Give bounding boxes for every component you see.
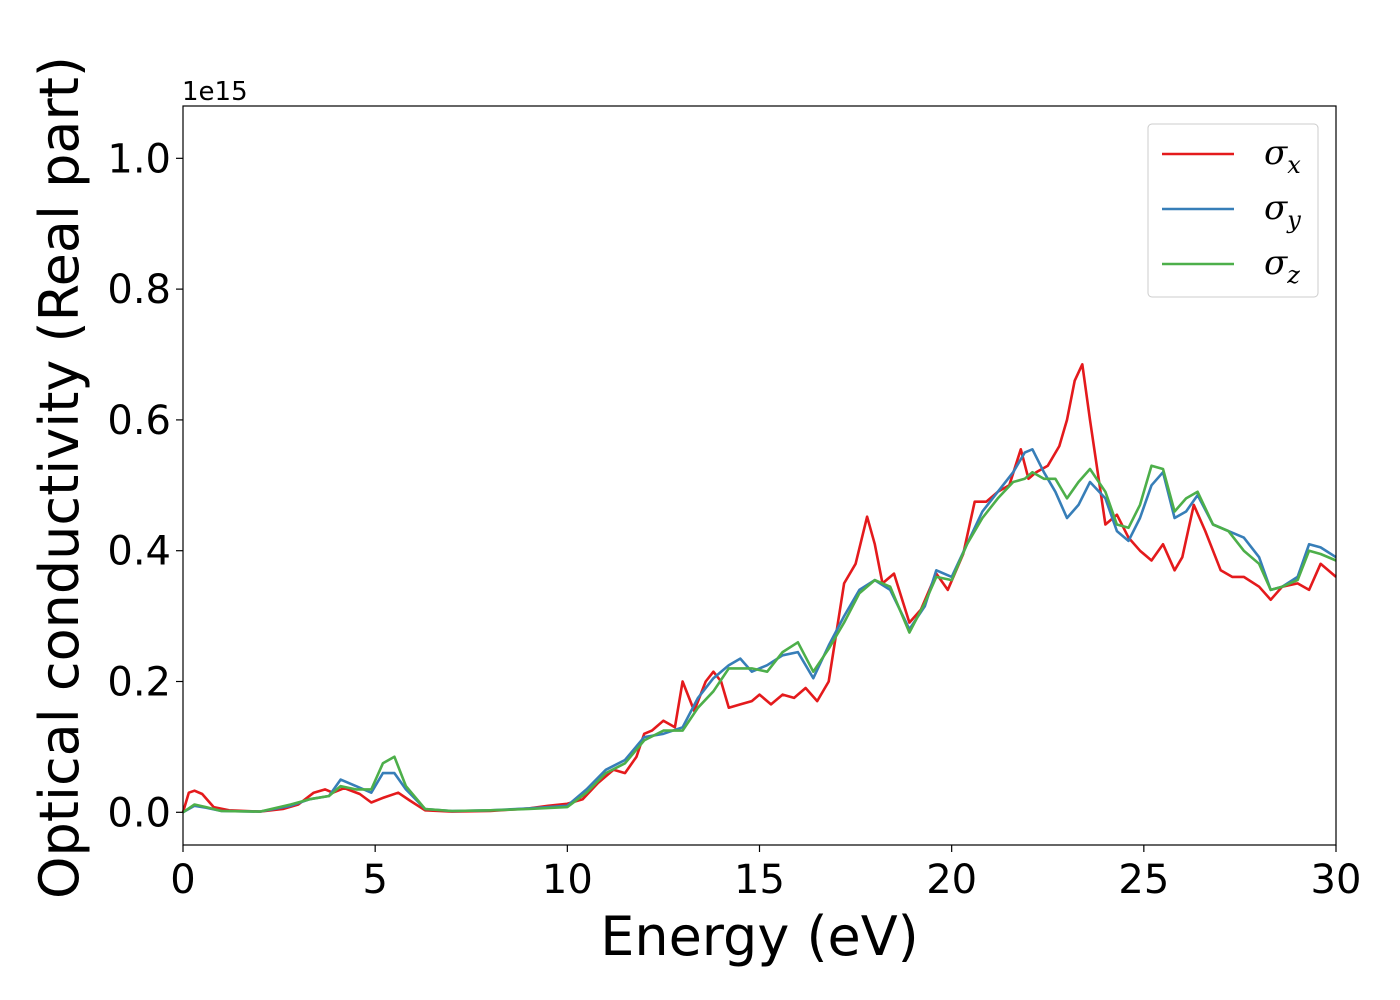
series-line-z: [182, 464, 1337, 814]
series-layer: [181, 362, 1337, 814]
series-line-y: [182, 447, 1337, 814]
x-tick-label: 25: [1118, 857, 1169, 903]
y-tick-label: 0.0: [107, 790, 171, 836]
x-tick-label: 10: [542, 857, 593, 903]
legend-box: [1147, 123, 1319, 298]
legend-label-z: σz: [1264, 243, 1300, 289]
legend: σx σy σz: [1147, 123, 1319, 298]
x-tick-label: 20: [926, 857, 977, 903]
legend-label-x: σx: [1264, 133, 1301, 179]
x-tick-label: 0: [170, 857, 195, 903]
x-axis-ticks: 0 5 10 15 20 25 30: [170, 845, 1361, 903]
y-tick-label: 0.8: [107, 267, 171, 313]
y-tick-label: 0.6: [107, 398, 171, 444]
y-tick-label: 0.4: [107, 529, 171, 575]
y-axis-title: Optical conductivity (Real part): [28, 56, 91, 899]
x-tick-label: 15: [734, 857, 785, 903]
x-tick-label: 30: [1311, 857, 1362, 903]
x-tick-label: 5: [362, 857, 387, 903]
series-line-x: [181, 362, 1337, 813]
legend-label-y: σy: [1264, 188, 1301, 234]
y-tick-label: 1.0: [107, 136, 171, 182]
y-tick-label: 0.2: [107, 660, 171, 706]
y-axis-ticks: 0.0 0.2 0.4 0.6 0.8 1.0: [107, 136, 183, 836]
x-axis-title: Energy (eV): [600, 905, 919, 968]
y-offset-label: 1e15: [182, 77, 248, 107]
